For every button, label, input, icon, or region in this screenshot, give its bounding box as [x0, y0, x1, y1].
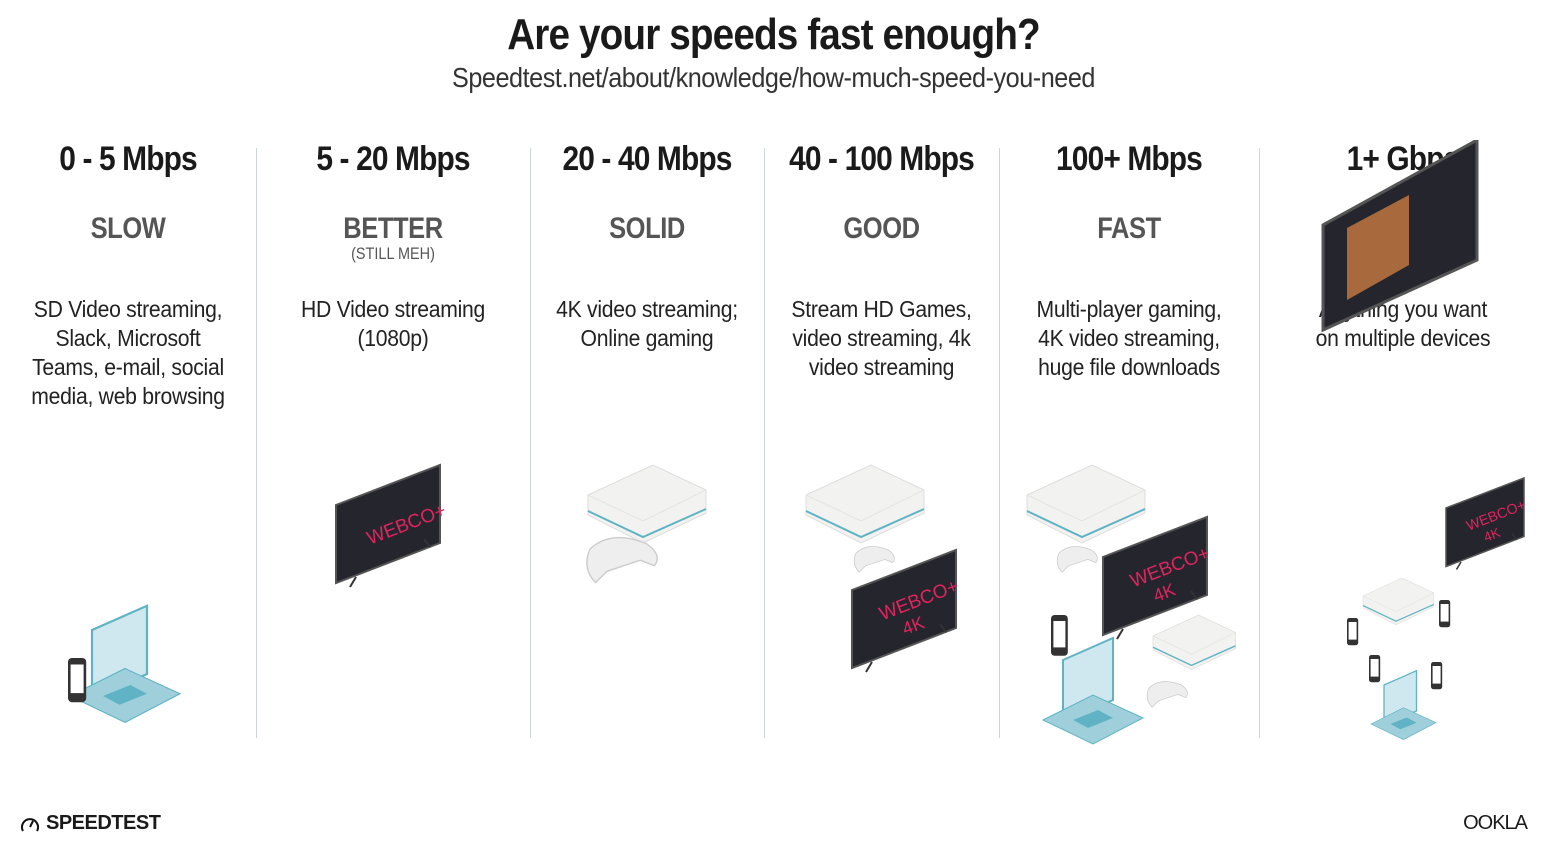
phone-icon	[1439, 600, 1451, 628]
speed-tier-2: 20 - 40 Mbps SOLID 4K video streaming; On…	[530, 140, 764, 740]
description-line: on multiple devices	[1315, 325, 1491, 351]
divider	[1259, 148, 1260, 738]
gamepad-icon	[853, 546, 895, 573]
description-line: 4K video streaming;	[556, 296, 738, 322]
speed-description: 4K video streaming; Online gaming	[539, 295, 754, 353]
tv-icon: WEBCO+4K	[1102, 516, 1212, 640]
speed-label: SOLID	[609, 212, 685, 245]
phone-icon	[68, 658, 87, 703]
speedometer-icon	[21, 817, 39, 831]
speed-sublabel: (STILL MEH)	[351, 244, 435, 263]
phone-icon	[1369, 655, 1381, 683]
illustration	[68, 604, 182, 724]
speed-range: 5 - 20 Mbps	[316, 140, 470, 178]
speed-label: BETTER	[343, 212, 443, 245]
divider	[764, 148, 765, 738]
description-line: media, web browsing	[31, 383, 225, 409]
console-icon	[805, 464, 925, 544]
speed-range: 40 - 100 Mbps	[789, 140, 975, 178]
svg-text:4K: 4K	[1482, 525, 1503, 545]
console-icon	[587, 464, 707, 544]
speed-tier-3: 40 - 100 Mbps GOOD Stream HD Games, video…	[764, 140, 999, 740]
console-icon	[1152, 614, 1237, 671]
description-line: Multi-player gaming,	[1036, 296, 1222, 322]
phone-icon	[1431, 662, 1443, 690]
laptop-icon	[1370, 670, 1437, 741]
page-title: Are your speeds fast enough?	[507, 10, 1040, 59]
phone-icon	[1051, 615, 1068, 656]
gamepad-icon	[586, 536, 658, 584]
description-line: Online gaming	[580, 325, 714, 351]
description-line: Stream HD Games,	[791, 296, 972, 322]
description-line: 4K video streaming,	[1038, 325, 1220, 351]
description-line: (1080p)	[357, 325, 429, 351]
description-line: HD Video streaming	[301, 296, 485, 322]
ookla-logo: OOKLA	[1463, 812, 1528, 834]
speed-range: 100+ Mbps	[1056, 140, 1203, 178]
speed-tier-1: 5 - 20 Mbps BETTER (STILL MEH) HD Video …	[256, 140, 530, 740]
gamepad-icon	[1146, 681, 1188, 708]
tv-icon	[1321, 140, 1479, 333]
illustration	[586, 464, 707, 584]
speed-description: HD Video streaming (1080p)	[267, 295, 519, 353]
divider	[999, 148, 1000, 738]
speed-label: FAST	[1097, 212, 1161, 245]
speedtest-logo: SPEEDTEST	[20, 812, 161, 835]
speed-range: 20 - 40 Mbps	[562, 140, 732, 178]
speed-tier-5: 1+ Gbps TOO FAST!! (is there such a thin…	[1259, 140, 1547, 741]
illustration: WEBCO+4K	[1026, 464, 1237, 745]
speed-description: SD Video streaming, Slack, Microsoft Teams…	[10, 295, 246, 411]
console-icon	[1026, 464, 1146, 544]
tv-icon: WEBCO+4K	[1445, 477, 1528, 571]
divider	[530, 148, 531, 738]
description-line: video streaming	[808, 354, 955, 380]
description-line: video streaming, 4k	[792, 325, 971, 351]
tv-icon: WEBCO+	[335, 464, 449, 588]
tv-icon: WEBCO+4K	[851, 549, 961, 673]
phone-icon	[1347, 618, 1359, 646]
description-line: SD Video streaming,	[33, 296, 223, 322]
speed-tier-4: 100+ Mbps FAST Multi-player gaming, 4K vi…	[999, 140, 1259, 745]
illustration: WEBCO+4K	[805, 464, 961, 673]
illustration: WEBCO+	[335, 464, 449, 588]
speed-description: Stream HD Games, video streaming, 4k video…	[773, 295, 989, 382]
gamepad-icon	[1056, 546, 1098, 573]
description-line: huge file downloads	[1038, 354, 1220, 380]
description-line: Teams, e-mail, social	[32, 354, 224, 380]
illustration: WEBCO+4K	[1321, 140, 1528, 741]
speed-description: Multi-player gaming, 4K video streaming, h…	[1009, 295, 1248, 382]
description-line: Slack, Microsoft	[55, 325, 201, 351]
laptop-icon	[68, 604, 182, 724]
speedtest-logo-text: SPEEDTEST	[46, 812, 161, 834]
speed-label: SLOW	[90, 212, 166, 245]
divider	[256, 148, 257, 738]
speed-tier-0: 0 - 5 Mbps SLOW SD Video streaming, Slack…	[0, 140, 256, 740]
speed-range: 0 - 5 Mbps	[59, 140, 197, 178]
console-icon	[1362, 577, 1435, 626]
speed-label: GOOD	[843, 212, 920, 245]
source-url: Speedtest.net/about/knowledge/how-much-s…	[452, 62, 1095, 93]
